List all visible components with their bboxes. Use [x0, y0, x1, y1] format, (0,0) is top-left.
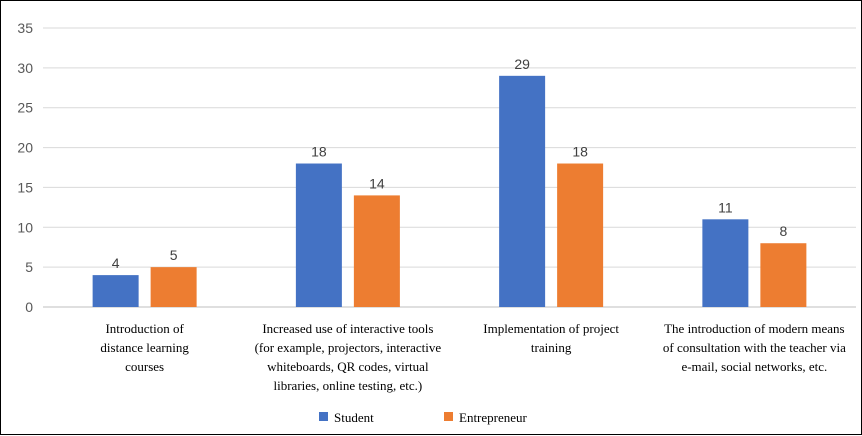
bar-student-0 — [92, 275, 139, 307]
y-tick-label: 25 — [17, 100, 33, 116]
category-label: Increased use of interactive tools (for e… — [255, 321, 442, 393]
data-label: 18 — [572, 144, 588, 160]
y-tick-label: 10 — [17, 219, 33, 235]
category-label-line: distance learning — [100, 340, 189, 355]
data-label: 5 — [170, 247, 178, 263]
data-label: 18 — [311, 144, 327, 160]
category-label-line: training — [531, 340, 572, 355]
legend-swatch-entrepreneur — [444, 412, 453, 421]
y-tick-label: 0 — [25, 299, 33, 315]
legend-swatch-student — [319, 412, 328, 421]
y-tick-label: 20 — [17, 140, 33, 156]
category-label: Implementation of project training — [483, 321, 619, 355]
bar-entrepreneur-0 — [150, 267, 197, 307]
category-label-line: of consultation with the teacher via — [663, 340, 846, 355]
category-label-line: whiteboards, QR codes, virtual — [267, 359, 429, 374]
y-tick-label: 35 — [17, 20, 33, 36]
data-label: 8 — [779, 223, 787, 239]
bar-entrepreneur-1 — [353, 195, 400, 307]
data-label: 29 — [514, 56, 530, 72]
legend-label-entrepreneur: Entrepreneur — [459, 410, 528, 425]
category-label-line: courses — [125, 359, 164, 374]
legend-label-student: Student — [334, 410, 374, 425]
data-label: 11 — [718, 199, 733, 215]
data-label: 4 — [112, 255, 120, 271]
data-label: 14 — [369, 175, 385, 191]
y-tick-label: 5 — [25, 259, 33, 275]
bar-student-2 — [499, 75, 546, 307]
y-tick-label: 15 — [17, 179, 33, 195]
category-label-line: e-mail, social networks, etc. — [681, 359, 827, 374]
y-tick-label: 30 — [17, 60, 33, 76]
category-label-line: libraries, online testing, etc.) — [274, 378, 423, 393]
bar-entrepreneur-2 — [557, 163, 604, 307]
bar-entrepreneur-3 — [760, 243, 807, 307]
category-label-line: The introduction of modern means — [664, 321, 845, 336]
category-label: Introduction of distance learning courses — [100, 321, 189, 374]
category-label-line: Introduction of — [105, 321, 184, 336]
bar-student-3 — [702, 219, 749, 307]
category-label-line: (for example, projectors, interactive — [255, 340, 442, 355]
bar-student-1 — [295, 163, 342, 307]
category-label-line: Implementation of project — [483, 321, 619, 336]
category-label: The introduction of modern means of consu… — [663, 321, 846, 374]
category-label-line: Increased use of interactive tools — [262, 321, 433, 336]
